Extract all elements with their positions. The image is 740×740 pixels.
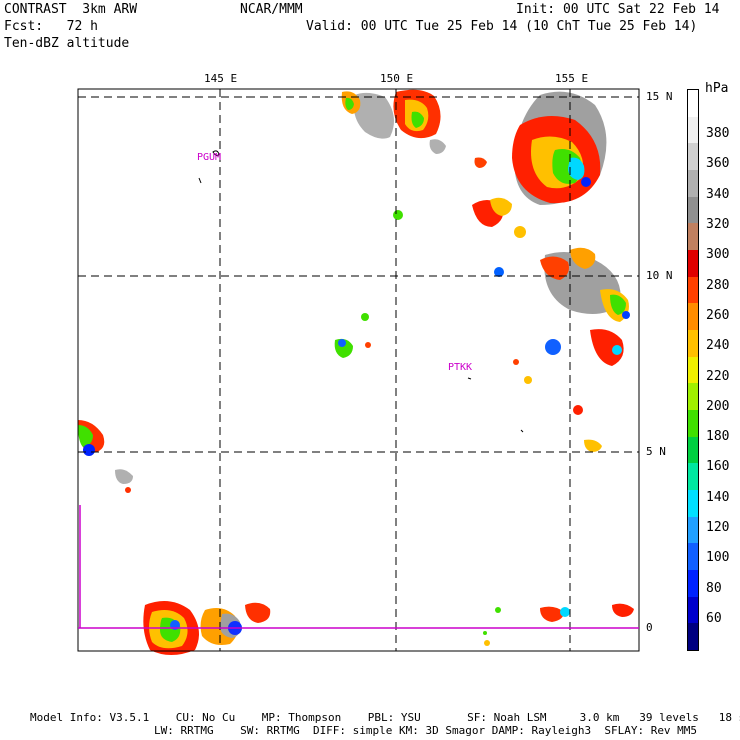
colorbar-tick-label: 360 <box>706 156 730 172</box>
init-time: Init: 00 UTC Sat 22 Feb 14 <box>516 2 720 17</box>
colorbar <box>687 89 699 651</box>
forecast-hour: Fcst: 72 h <box>4 19 98 34</box>
colorbar-segment <box>688 250 698 277</box>
lat-label-0: 0 <box>646 621 653 634</box>
lon-label-150: 150 E <box>380 72 414 85</box>
colorbar-segment <box>688 330 698 357</box>
lat-label-15n: 15 N <box>646 90 673 103</box>
colorbar-segment <box>688 410 698 437</box>
lon-label-155: 155 E <box>555 72 589 85</box>
model-info-line2: LW: RRTMG SW: RRTMG DIFF: simple KM: 3D … <box>154 724 698 737</box>
colorbar-segment <box>688 356 698 384</box>
colorbar-tick-label: 80 <box>706 580 722 596</box>
map-frame <box>77 88 640 652</box>
colorbar-segment <box>688 196 698 224</box>
lat-label-5n: 5 N <box>646 445 666 458</box>
colorbar-segment <box>688 463 698 490</box>
station-label-ptkk: PTKK <box>448 362 473 373</box>
colorbar-segment <box>688 543 698 570</box>
colorbar-segment <box>688 383 698 410</box>
graticule <box>78 89 639 651</box>
colorbar-tick-label: 160 <box>706 459 730 475</box>
colorbar-segment <box>688 516 698 544</box>
model-info-line1: Model Info: V3.5.1 CU: No Cu MP: Thompso… <box>30 711 740 724</box>
colorbar-tick-label: 180 <box>706 429 730 445</box>
colorbar-tick-label: 240 <box>706 338 730 354</box>
colorbar-tick-label: 380 <box>706 126 730 141</box>
colorbar-tick-label: 340 <box>706 186 730 202</box>
colorbar-segment <box>688 116 698 144</box>
producer-label: NCAR/MMM <box>240 2 303 17</box>
colorbar-segment <box>688 276 698 304</box>
colorbar-tick-label: 260 <box>706 307 730 323</box>
colorbar-segment <box>688 303 698 330</box>
lon-label-145: 145 E <box>204 72 238 85</box>
colorbar-tick-label: 120 <box>706 520 730 536</box>
coastlines <box>198 96 524 433</box>
colorbar-tick-label: 140 <box>706 489 730 505</box>
colorbar-segment <box>688 143 698 170</box>
station-label-pgum: PGUM <box>197 152 222 163</box>
colorbar-tick-label: 200 <box>706 398 730 414</box>
colorbar-tick-label: 320 <box>706 216 730 232</box>
echo-cells <box>78 89 634 655</box>
colorbar-tick-label: 280 <box>706 277 730 293</box>
colorbar-tick-label: 100 <box>706 550 730 566</box>
product-title: CONTRAST 3km ARW <box>4 2 138 17</box>
colorbar-segment <box>688 170 698 197</box>
colorbar-tick-label: 220 <box>706 368 730 384</box>
field-name: Ten-dBZ altitude <box>4 36 130 51</box>
colorbar-segment <box>688 90 698 117</box>
colorbar-tick-label: 60 <box>706 611 722 626</box>
colorbar-segment <box>688 570 698 597</box>
colorbar-segment <box>688 490 698 517</box>
colorbar-segment <box>688 596 698 624</box>
colorbar-unit: hPa <box>705 81 729 96</box>
colorbar-segment <box>688 623 698 650</box>
valid-time: Valid: 00 UTC Tue 25 Feb 14 (10 ChT Tue … <box>306 19 698 34</box>
colorbar-segment <box>688 436 698 464</box>
colorbar-segment <box>688 223 698 250</box>
lat-label-10n: 10 N <box>646 269 673 282</box>
colorbar-tick-label: 300 <box>706 247 730 263</box>
